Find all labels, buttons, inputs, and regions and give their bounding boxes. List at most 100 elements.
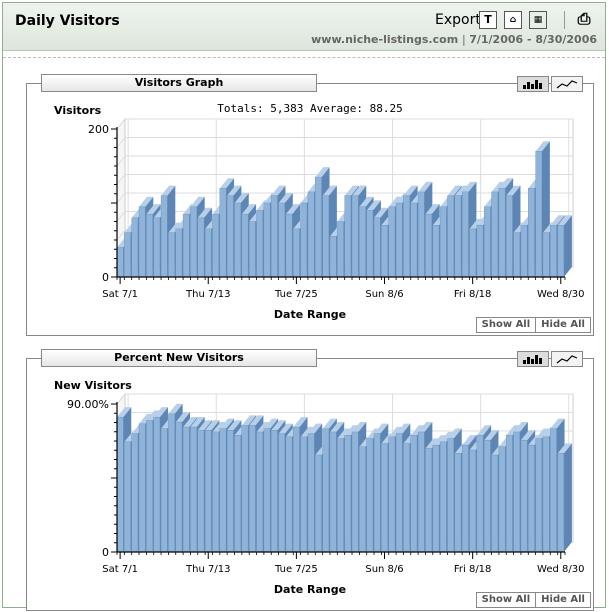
totals-average: Totals: 5,383 Average: 88.25 [217,102,403,115]
printer-icon[interactable]: ⎙ [577,9,591,28]
x-tick-label: Sun 8/6 [365,289,403,300]
bar-top [352,185,367,196]
bar-front [219,428,227,553]
bar-front [528,444,535,553]
bar-front [190,426,197,553]
gridline [116,211,126,222]
bar-top [219,178,235,189]
x-tick-label: Thu 7/13 [185,289,230,300]
bar-front [395,433,403,553]
show-all-button[interactable]: Show All [475,317,537,333]
bar-top [190,417,205,428]
xml-export-icon[interactable]: ⌂ [504,11,522,29]
show-all-button[interactable]: Show All [475,592,537,608]
bar-top [307,423,323,434]
x-tick-label: Wed 8/30 [537,289,584,300]
bar-chart-button[interactable] [517,351,549,367]
hide-all-button[interactable]: Hide All [535,317,591,333]
bar-chart-button[interactable] [517,76,549,92]
bar-front [344,195,352,278]
bar-front [234,202,241,278]
bar [557,215,572,278]
visitors-graph-panel: Visitors Graph Visitors Totals: 5,383 Av… [26,74,594,336]
bar-front [293,426,300,553]
bar-top [462,181,477,192]
bar-front [550,224,557,278]
bar-front [476,224,484,278]
bar-front [329,236,337,278]
bar-front [513,232,521,278]
bar-top [322,418,337,429]
text-export-icon[interactable]: T [479,11,497,29]
bar-top [498,178,514,189]
bar [557,443,572,553]
bar-front [190,206,197,278]
bar-front [263,428,271,553]
bar-front [263,202,271,278]
bar-front [285,213,293,278]
bar-front [417,191,425,278]
bar-top [241,204,257,215]
bar-front [160,428,168,553]
bar-front [351,195,359,278]
bar-front [410,435,418,553]
line-chart-button[interactable] [551,76,583,92]
bar-front [381,224,388,278]
bar-front [307,191,315,278]
bar-front [153,217,161,278]
bar-front [160,195,168,278]
bar-front [432,224,440,278]
bar-front [124,441,131,553]
bar-front [447,438,454,553]
bar-top [205,420,220,431]
bar-top [285,204,301,215]
bar-front [256,210,263,278]
bar-front [410,202,418,278]
bar-front [388,206,396,278]
hide-all-button[interactable]: Hide All [535,592,591,608]
bar-side [563,443,572,552]
x-tick-label: Thu 7/13 [185,564,230,575]
bar-top [550,418,565,429]
line-chart-button[interactable] [551,351,583,367]
bar-front [520,224,528,278]
report-header: Daily Visitors Export T ⌂ ▦ ⎙ www.niche-… [3,3,605,51]
bar-top [447,185,462,196]
bar-top [535,141,550,152]
bar-top [271,420,286,431]
bar-top [374,207,389,218]
bar-front [366,210,374,278]
bar-front [337,221,344,278]
excel-export-icon[interactable]: ▦ [529,11,547,29]
bar-front [417,431,425,553]
x-tick-label: Fri 8/18 [454,564,492,575]
bar-front [425,213,432,278]
bar-top [175,412,190,423]
bar-top [197,420,213,431]
y-tick-label: 0 [102,271,109,284]
gridline [116,192,126,204]
bar-top [168,403,183,414]
bar-top [447,428,462,439]
x-axis-title: Date Range [273,583,347,596]
bar-top [146,410,161,421]
gridline [116,155,126,167]
gridline [116,118,126,130]
bar-top [557,443,572,454]
bar-front [454,195,462,278]
bar-top [352,421,367,432]
bar-top [550,215,565,226]
bar-front [197,217,205,278]
bar-front [329,431,337,553]
bar-top [300,426,315,437]
bar-top [329,421,345,432]
bar-front [278,433,286,553]
bar-top [418,181,433,192]
bar-top [374,423,389,434]
bar-top [425,204,440,215]
bar-front [454,453,462,553]
bar-top [425,438,440,449]
bar-front [520,439,528,553]
bar-front [403,443,410,553]
bar-front [542,436,550,553]
